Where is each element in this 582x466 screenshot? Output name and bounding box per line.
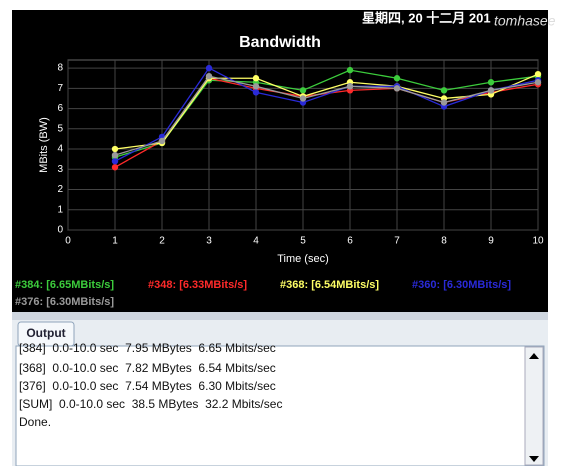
scrollbar[interactable] [524,346,544,466]
x-tick-label: 3 [206,236,212,247]
series-line [114,67,539,162]
data-point [299,95,307,102]
x-tick-label: 8 [441,236,447,247]
data-point [346,66,354,74]
watermark: tomhasee [494,13,556,29]
date: 星期四, 20 十二月 201 [362,10,491,25]
legend-entry: #368: [6.54MBits/s] [280,279,379,291]
scroll-down[interactable] [529,456,539,462]
tab-label[interactable]: Output [26,326,65,340]
data-point [205,64,213,72]
data-point [252,89,260,96]
legend-entry: #360: [6.30MBits/s] [412,279,511,291]
data-point [440,99,448,106]
data-point [534,79,542,86]
legend-entry: #376: [6.30MBits/s] [15,296,114,308]
x-tick-label: 1 [112,236,118,247]
legend-entry: #384: [6.65MBits/s] [15,279,114,291]
x-tick-label: 4 [253,236,259,247]
y-tick-label: 3 [57,164,63,175]
y-tick-label: 0 [57,225,63,236]
data-point [205,72,213,80]
y-tick-label: 7 [57,83,63,94]
x-tick-label: 0 [65,236,71,247]
y-tick-label: 1 [57,204,63,215]
data-point [487,79,495,86]
data-point [111,164,119,171]
output-lines: [384] 0.0-10.0 sec 7.95 MBytes 6.65 Mbit… [19,341,282,429]
data-point [111,157,119,165]
splitter[interactable] [12,312,548,320]
data-point [393,75,401,82]
data-point [440,87,448,94]
y-tick-label: 5 [57,123,63,134]
chart-title: Bandwidth [239,34,321,51]
x-tick-label: 7 [394,236,400,247]
output-line: [368] 0.0-10.0 sec 7.82 MBytes 6.54 Mbit… [19,361,276,375]
data-point [252,75,260,82]
legend-entry: #348: [6.33MBits/s] [148,279,247,291]
data-point [111,145,119,153]
y-tick-label: 8 [57,63,63,74]
output-line: [384] 0.0-10.0 sec 7.95 MBytes 6.65 Mbit… [19,341,276,355]
data-point [299,87,307,94]
data-point [252,83,260,90]
chart: Bandwidth 0 1 2 3 4 5 6 7 8 0 1 2 3 4 5 6 7 8 9 10 Time (sec)… [15,34,544,308]
data-point [346,83,354,90]
y-tick-label: 4 [57,144,63,155]
y-axis-label: MBits (BW) [38,117,50,173]
series-line [114,75,539,156]
data-point [487,87,495,94]
scroll-up[interactable] [529,353,539,359]
data-point [393,85,401,92]
y-tick-label: 2 [57,184,63,195]
x-tick-label: 9 [488,236,494,247]
output-text-area [15,345,545,466]
y-tick-label: 6 [57,103,63,114]
data-point [534,70,542,78]
x-tick-label: 2 [159,236,165,247]
x-axis-label: Time (sec) [277,253,329,265]
x-tick-label: 10 [532,236,544,247]
x-tick-label: 6 [347,236,353,247]
data-point [158,137,166,145]
output-line: [SUM] 0.0-10.0 sec 38.5 MBytes 32.2 Mbit… [19,397,282,411]
x-tick-label: 5 [300,236,306,247]
output-line: Done. [19,415,51,429]
data-point [111,151,119,159]
output-line: [376] 0.0-10.0 sec 7.54 MBytes 6.30 Mbit… [19,379,276,393]
